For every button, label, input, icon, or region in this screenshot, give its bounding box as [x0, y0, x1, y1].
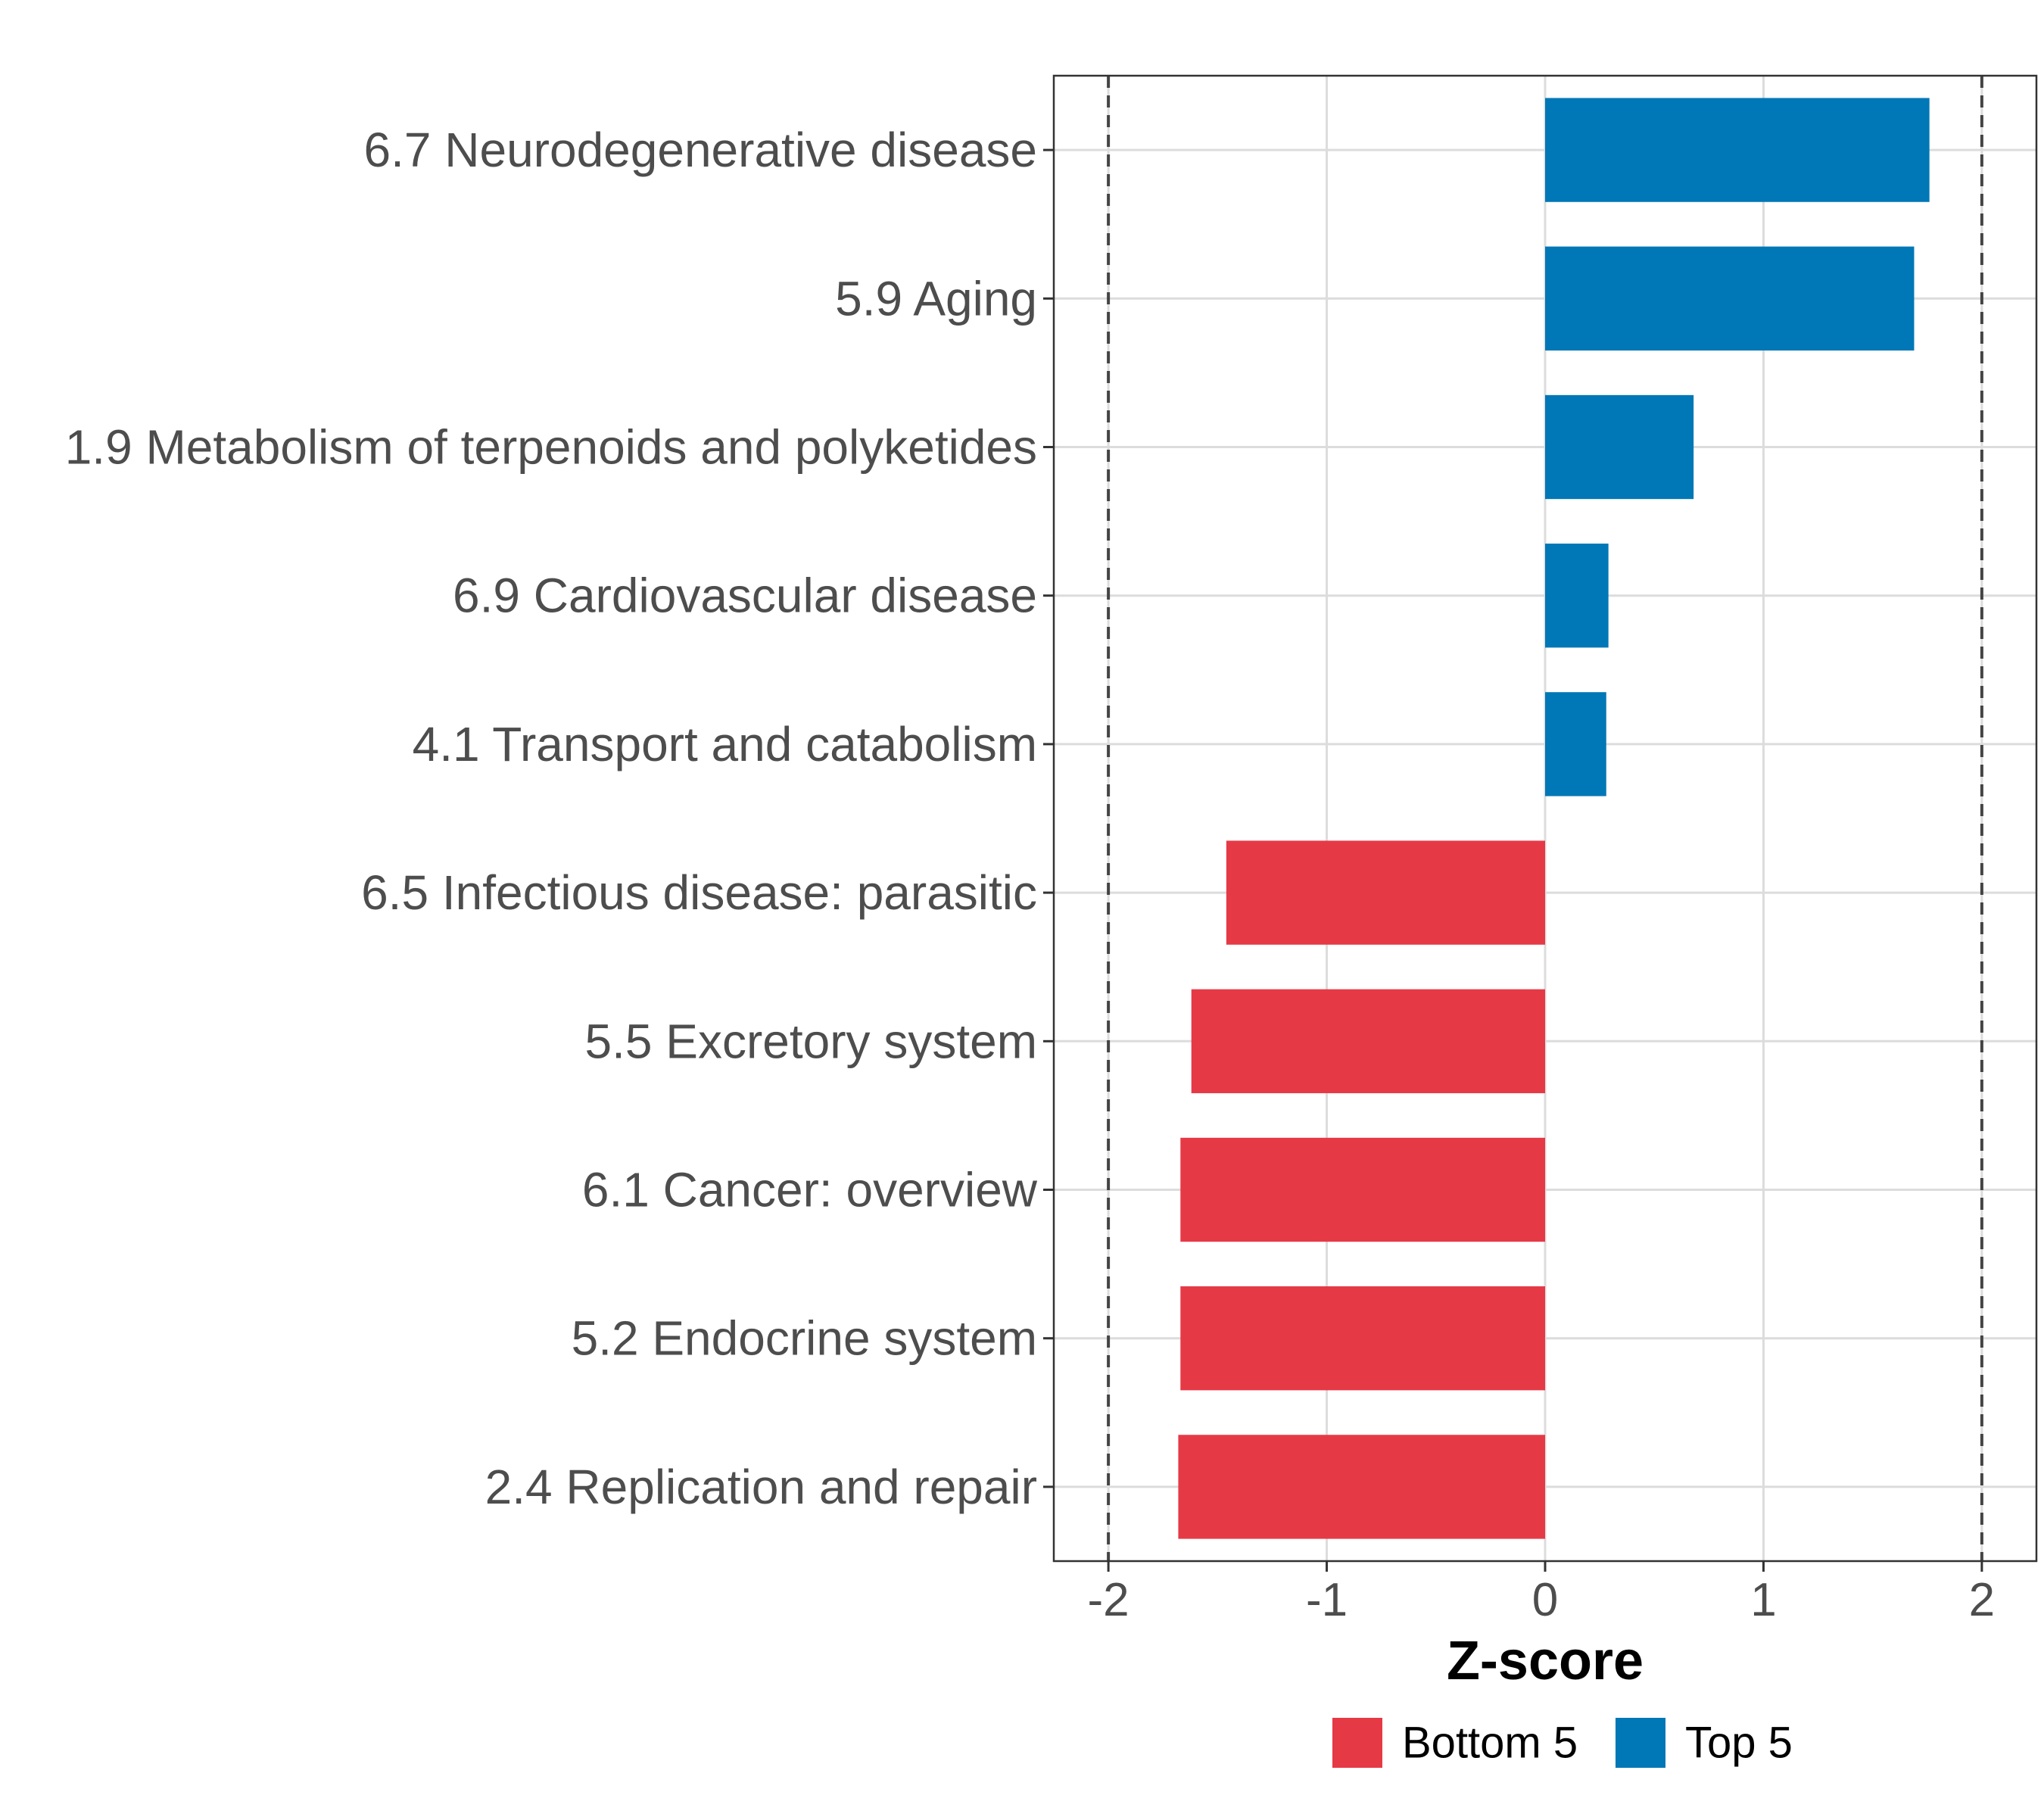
bar: [1178, 1435, 1545, 1539]
legend-key: [1616, 1718, 1665, 1768]
x-tick-label: -1: [1306, 1574, 1348, 1626]
bar: [1545, 394, 1694, 500]
category-label: 6.1 Cancer: overview: [582, 1163, 1038, 1217]
bar: [1545, 544, 1609, 648]
legend-key: [1332, 1718, 1382, 1768]
bar: [1191, 989, 1545, 1093]
reference-lines: [1107, 76, 1983, 1561]
x-tick-label: 2: [1969, 1574, 1995, 1626]
y-axis: 6.7 Neurodegenerative disease 5.9 Aging 1.…: [65, 123, 1054, 1514]
bars: [1178, 98, 1930, 1539]
bar: [1545, 98, 1930, 202]
x-tick-label: 0: [1532, 1574, 1558, 1626]
legend-label: Bottom 5: [1402, 1719, 1578, 1768]
category-label: 6.5 Infectious disease: parasitic: [361, 865, 1037, 920]
bar: [1180, 1286, 1545, 1391]
bar: [1545, 246, 1915, 351]
x-tick-label: -2: [1088, 1574, 1129, 1626]
x-tick-label: 1: [1750, 1574, 1776, 1626]
category-label: 5.2 Endocrine system: [572, 1311, 1037, 1366]
category-label: 4.1 Transport and catabolism: [413, 717, 1037, 771]
category-label: 1.9 Metabolism of terpenoids and polyket…: [65, 420, 1037, 475]
category-label: 6.9 Cardiovascular disease: [453, 569, 1037, 623]
category-label: 6.7 Neurodegenerative disease: [364, 123, 1038, 177]
legend-label: Top 5: [1685, 1719, 1793, 1768]
x-axis: -2 -1 0 1 2: [1088, 1561, 1995, 1626]
category-label: 5.5 Excretory system: [585, 1014, 1038, 1068]
category-label: 5.9 Aging: [835, 271, 1037, 326]
bar: [1180, 1137, 1545, 1242]
legend: Bottom 5 Top 5: [1332, 1718, 1793, 1768]
x-axis-title: Z-score: [1447, 1631, 1644, 1691]
bar: [1226, 840, 1545, 945]
category-label: 2.4 Replication and repair: [485, 1460, 1037, 1514]
bar: [1545, 692, 1606, 796]
